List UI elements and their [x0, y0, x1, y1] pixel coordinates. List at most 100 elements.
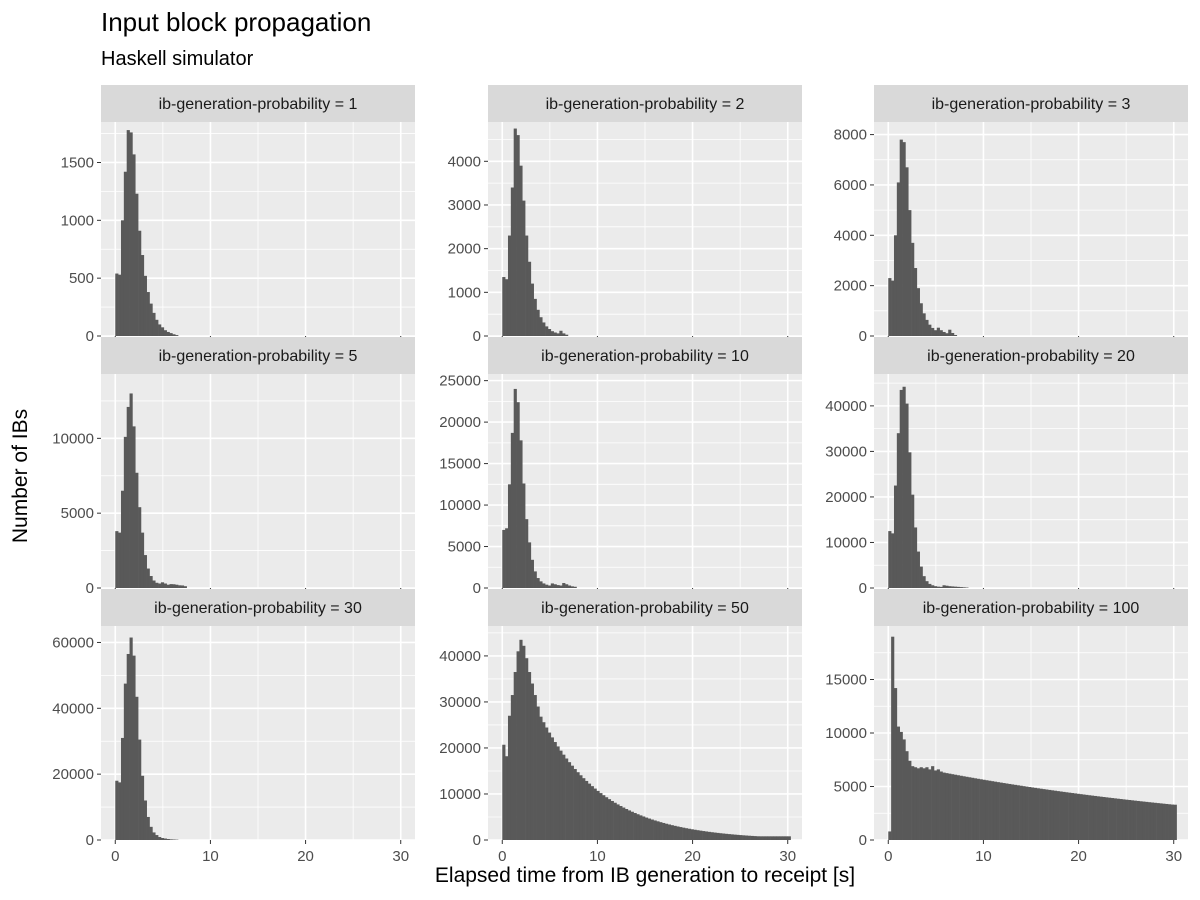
facet-panel: ib-generation-probability = 5 0 5000 10000 — [52, 337, 415, 597]
histogram-bar — [1068, 792, 1072, 840]
histogram-bar — [556, 746, 560, 840]
facet-strip — [488, 85, 802, 122]
histogram-bar — [553, 584, 557, 588]
histogram-bar — [1050, 790, 1055, 840]
histogram-bar — [928, 583, 932, 588]
y-tick-label: 1000 — [61, 212, 94, 229]
histogram-bar — [727, 834, 731, 840]
histogram-bar — [953, 774, 958, 840]
facet-strip — [488, 337, 802, 374]
histogram-bar — [776, 836, 780, 840]
histogram-bar — [539, 317, 543, 336]
histogram-bar — [605, 797, 609, 840]
histogram-bar — [505, 528, 509, 588]
histogram-bar — [152, 312, 156, 336]
histogram-bar — [160, 838, 165, 840]
histogram-bar — [525, 235, 529, 336]
histogram-bar — [919, 566, 923, 588]
y-tick-label: 4000 — [834, 227, 867, 244]
x-tick-label: 30 — [392, 848, 409, 865]
histogram-bar — [547, 585, 552, 588]
histogram-bar — [1039, 788, 1043, 840]
histogram-bar — [784, 836, 789, 840]
histogram-bar — [687, 828, 691, 840]
y-tick-label: 0 — [473, 328, 481, 345]
histogram-bar — [767, 836, 771, 840]
histogram-bar — [510, 187, 514, 336]
histogram-bar — [502, 277, 506, 336]
facet-strip-label: ib-generation-probability = 20 — [927, 348, 1135, 365]
histogram-bar — [922, 313, 926, 336]
histogram-bar — [1165, 803, 1169, 840]
histogram-bar — [933, 586, 938, 588]
histogram-bar — [911, 242, 915, 336]
histogram-bar — [919, 767, 923, 840]
histogram-bar — [764, 836, 769, 840]
histogram-bar — [916, 288, 920, 336]
histogram-bar — [129, 132, 133, 336]
histogram-bar — [132, 154, 136, 336]
facet-strip — [874, 589, 1188, 626]
histogram-bar — [664, 823, 669, 840]
histogram-bar — [1016, 785, 1020, 840]
histogram-bar — [787, 836, 791, 840]
histogram-bar — [719, 833, 723, 840]
histogram-bar — [118, 532, 122, 588]
histogram-bar — [573, 769, 577, 840]
y-tick-label: 20000 — [439, 414, 481, 431]
histogram-bar — [1153, 802, 1157, 840]
histogram-bar — [1136, 800, 1140, 840]
histogram-bar — [149, 303, 153, 336]
histogram-bar — [1142, 801, 1146, 840]
histogram-bar — [1133, 800, 1137, 840]
histogram-bar — [140, 775, 145, 840]
histogram-bar — [667, 824, 671, 840]
histogram-bar — [985, 780, 989, 840]
histogram-bar — [599, 793, 603, 840]
facet-strip-label: ib-generation-probability = 3 — [932, 96, 1131, 113]
y-tick-label: 20000 — [52, 766, 94, 783]
histogram-bar — [123, 171, 127, 336]
histogram-bar — [988, 780, 992, 840]
histogram-bar — [773, 836, 777, 840]
histogram-bar — [166, 839, 170, 840]
x-tick-label: 20 — [684, 848, 701, 865]
histogram-bar — [123, 683, 127, 840]
facet-strip-label: ib-generation-probability = 50 — [541, 600, 749, 617]
histogram-bar — [525, 519, 529, 588]
histogram-bar — [633, 813, 637, 840]
histogram-bar — [513, 388, 517, 588]
histogram-bar — [536, 578, 540, 588]
histogram-bar — [123, 436, 127, 588]
histogram-bar — [1053, 790, 1057, 840]
facet-strip-label: ib-generation-probability = 5 — [159, 348, 358, 365]
histogram-bar — [770, 836, 774, 840]
y-tick-label: 1500 — [61, 154, 94, 171]
facet-panel: ib-generation-probability = 1 0 500 1000 150… — [61, 85, 415, 345]
histogram-bar — [1125, 799, 1129, 840]
y-tick-label: 5000 — [448, 539, 481, 556]
histogram-bar — [933, 330, 938, 336]
histogram-bar — [696, 830, 700, 840]
histogram-bar — [545, 584, 549, 588]
histogram-bar — [962, 587, 966, 588]
histogram-bar — [911, 494, 915, 588]
histogram-bar — [140, 532, 145, 588]
histogram-bar — [1008, 783, 1012, 840]
histogram-bar — [1056, 791, 1060, 840]
histogram-bar — [962, 776, 966, 840]
histogram-bar — [126, 130, 130, 336]
histogram-bar — [976, 778, 980, 840]
histogram-bar — [936, 327, 940, 336]
histogram-bar — [582, 778, 586, 840]
histogram-bar — [1168, 804, 1172, 840]
histogram-bar — [155, 319, 159, 336]
histogram-bar — [562, 333, 566, 336]
histogram-bar — [562, 754, 566, 840]
histogram-bar — [891, 280, 895, 336]
histogram-bar — [911, 766, 915, 840]
histogram-bar — [507, 715, 512, 840]
histogram-bar — [756, 836, 760, 840]
histogram-bar — [951, 332, 955, 336]
histogram-bar — [1122, 799, 1126, 840]
